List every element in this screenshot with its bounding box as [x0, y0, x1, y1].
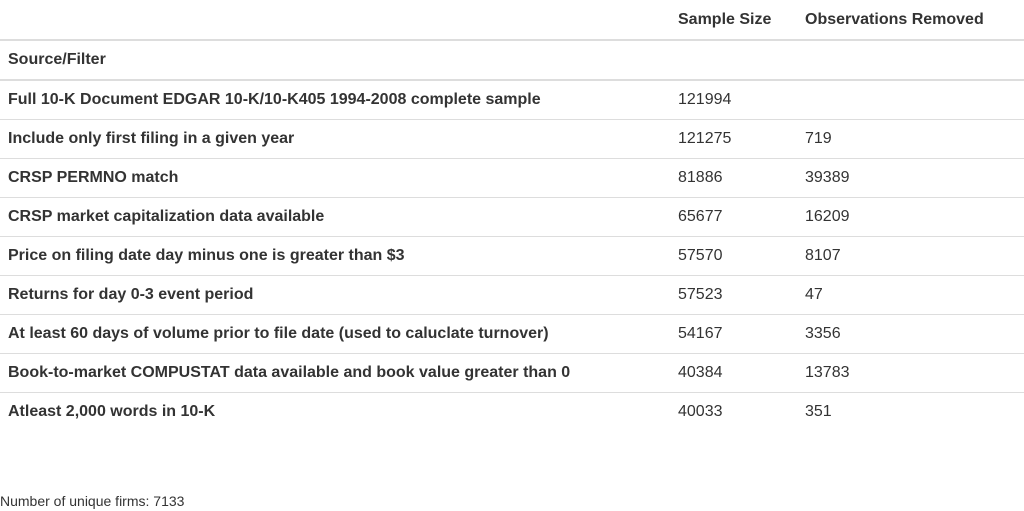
observations-removed-header: Observations Removed [797, 0, 1024, 40]
sample-size-cell: 57523 [670, 276, 797, 315]
source-filter-header: Source/Filter [0, 40, 670, 80]
sample-size-header: Sample Size [670, 0, 797, 40]
empty-header-cell [797, 40, 1024, 80]
sample-size-cell: 121275 [670, 120, 797, 159]
removed-cell: 351 [797, 393, 1024, 432]
sample-size-cell: 65677 [670, 198, 797, 237]
table-row: Include only first filing in a given yea… [0, 120, 1024, 159]
table-row: At least 60 days of volume prior to file… [0, 315, 1024, 354]
removed-cell: 3356 [797, 315, 1024, 354]
sample-size-cell: 40384 [670, 354, 797, 393]
removed-cell: 47 [797, 276, 1024, 315]
table-row: CRSP PERMNO match 81886 39389 [0, 159, 1024, 198]
group-header-row: Source/Filter [0, 40, 1024, 80]
column-header-row: Sample Size Observations Removed [0, 0, 1024, 40]
filter-cell: Include only first filing in a given yea… [0, 120, 670, 159]
filter-cell: Full 10-K Document EDGAR 10-K/10-K405 19… [0, 80, 670, 120]
sample-size-cell: 57570 [670, 237, 797, 276]
filter-cell: Book-to-market COMPUSTAT data available … [0, 354, 670, 393]
table-row: Price on filing date day minus one is gr… [0, 237, 1024, 276]
filter-cell: Returns for day 0-3 event period [0, 276, 670, 315]
table-row: CRSP market capitalization data availabl… [0, 198, 1024, 237]
removed-cell: 16209 [797, 198, 1024, 237]
table-row: Book-to-market COMPUSTAT data available … [0, 354, 1024, 393]
table-row: Full 10-K Document EDGAR 10-K/10-K405 19… [0, 80, 1024, 120]
filter-cell: At least 60 days of volume prior to file… [0, 315, 670, 354]
sample-size-cell: 40033 [670, 393, 797, 432]
removed-cell: 13783 [797, 354, 1024, 393]
empty-header-cell [0, 0, 670, 40]
removed-cell: 8107 [797, 237, 1024, 276]
filter-cell: Atleast 2,000 words in 10-K [0, 393, 670, 432]
unique-firms-label: Number of unique firms: [0, 493, 149, 509]
unique-firms-value: 7133 [153, 493, 184, 509]
filter-cell: Price on filing date day minus one is gr… [0, 237, 670, 276]
table-body: Full 10-K Document EDGAR 10-K/10-K405 19… [0, 80, 1024, 431]
removed-cell: 39389 [797, 159, 1024, 198]
removed-cell [797, 80, 1024, 120]
removed-cell: 719 [797, 120, 1024, 159]
empty-header-cell [670, 40, 797, 80]
table-row: Returns for day 0-3 event period 57523 4… [0, 276, 1024, 315]
sample-selection-table: Sample Size Observations Removed Source/… [0, 0, 1024, 431]
sample-size-cell: 54167 [670, 315, 797, 354]
filter-cell: CRSP PERMNO match [0, 159, 670, 198]
filter-cell: CRSP market capitalization data availabl… [0, 198, 670, 237]
table-header: Sample Size Observations Removed Source/… [0, 0, 1024, 80]
unique-firms-note: Number of unique firms: 7133 [0, 493, 184, 509]
sample-size-cell: 81886 [670, 159, 797, 198]
sample-size-cell: 121994 [670, 80, 797, 120]
table-row: Atleast 2,000 words in 10-K 40033 351 [0, 393, 1024, 432]
